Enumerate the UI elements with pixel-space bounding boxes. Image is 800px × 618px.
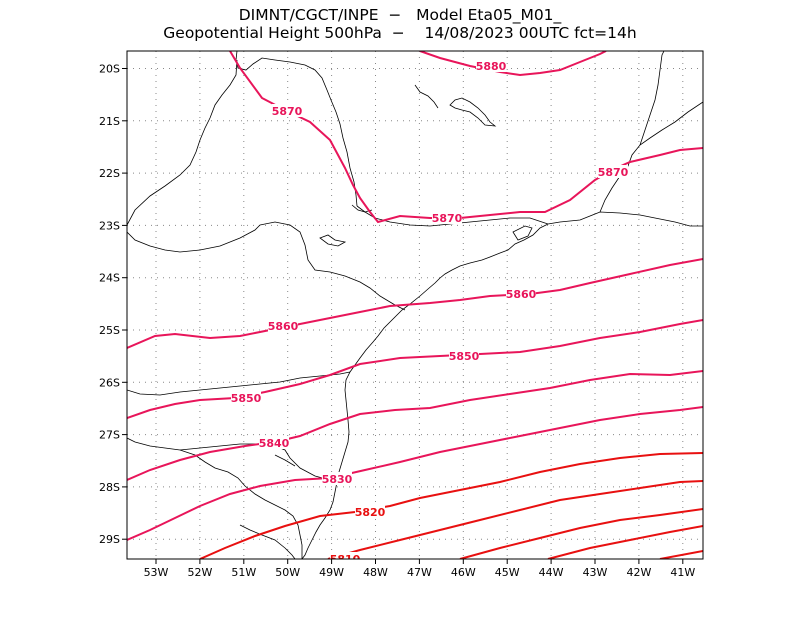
contour-label: 5840 [259, 437, 290, 450]
contour-label-bg [259, 436, 289, 449]
uy-border [239, 524, 296, 559]
contour-label-bg [231, 391, 261, 404]
lon-tick-label: 46W [451, 566, 476, 579]
mg-rj-border [599, 101, 703, 213]
contour-label: 5870 [598, 166, 629, 179]
title-line-1: DIMNT/CGCT/INPE − Model Eta05_M01_ [238, 6, 562, 24]
lat-tick-label: 23S [99, 219, 120, 232]
contour-line [327, 480, 703, 559]
reservoir-2 [449, 97, 497, 127]
mg-es-border [639, 51, 665, 146]
contour-label: 5820 [355, 506, 386, 519]
reservoir-4 [319, 234, 347, 247]
lagoon [274, 454, 296, 467]
contour-label: 5810 [330, 553, 361, 566]
contour-line [547, 525, 703, 559]
title-line-2: Geopotential Height 500hPa − 14/08/2023 … [163, 24, 637, 42]
contour-line [419, 51, 607, 77]
contour-line [459, 508, 703, 559]
contour-line [127, 258, 703, 349]
political-boundaries [127, 51, 703, 559]
lon-tick-label: 42W [626, 566, 651, 579]
pr-sc-border [127, 371, 351, 396]
lat-tick-label: 20S [99, 63, 120, 76]
lon-tick-label: 47W [407, 566, 432, 579]
lat-tick-label: 26S [99, 376, 120, 389]
contour-label-bg [322, 472, 352, 485]
contour-label: 5850 [231, 392, 262, 405]
py-pr-border [127, 224, 261, 253]
island [512, 225, 533, 241]
plot-frame [126, 50, 704, 560]
contour-label: 5850 [449, 350, 480, 363]
lat-tick-label: 25S [99, 324, 120, 337]
map-title: DIMNT/CGCT/INPE − Model Eta05_M01_ Geopo… [0, 6, 800, 42]
contour-line [127, 406, 703, 541]
sp-ms-river [127, 59, 238, 226]
contour-label-bg [355, 505, 385, 518]
pr-sp-border [259, 221, 406, 311]
axis-tick-labels: 53W 52W 51W 50W 49W 48W 47W 46W 45W 44W 43W 42W 41W 2… [99, 63, 695, 580]
lat-tick-label: 29S [99, 533, 120, 546]
contour-label: 5870 [272, 105, 303, 118]
lon-tick-label: 51W [231, 566, 256, 579]
lat-tick-label: 28S [99, 481, 120, 494]
mg-sp-border [235, 51, 358, 207]
axis-ticks [122, 68, 684, 564]
contour-labels: 5880 5870 5870 5870 5860 5860 5850 5850 5840 5830… [231, 59, 629, 566]
contour-label: 5830 [322, 473, 353, 486]
lon-tick-label: 48W [363, 566, 388, 579]
lat-tick-label: 21S [99, 115, 120, 128]
lon-tick-label: 45W [495, 566, 520, 579]
contour-label-bg [432, 211, 462, 224]
contour-label-bg [476, 59, 506, 72]
contour-label: 5860 [268, 320, 299, 333]
contour-label-bg [506, 287, 536, 300]
lat-tick-label: 24S [99, 272, 120, 285]
height-contours [127, 51, 703, 559]
contour-label-bg [330, 552, 360, 559]
contour-label: 5860 [506, 288, 537, 301]
reservoir-1 [414, 84, 439, 109]
lon-tick-label: 52W [187, 566, 212, 579]
contour-line [127, 319, 703, 419]
contour-label-bg [449, 349, 479, 362]
contour-line [127, 370, 703, 481]
lon-tick-label: 44W [539, 566, 564, 579]
contour-label-bg [268, 319, 298, 332]
lat-tick-label: 22S [99, 167, 120, 180]
contour-line [659, 550, 703, 559]
lon-tick-label: 50W [275, 566, 300, 579]
coastline [301, 211, 703, 559]
contour-label-bg [272, 104, 302, 117]
contour-label: 5870 [432, 212, 463, 225]
lat-tick-label: 27S [99, 429, 120, 442]
contour-label: 5880 [476, 60, 507, 73]
contour-line [199, 452, 703, 559]
contour-line [229, 51, 703, 224]
contour-label-bg [598, 165, 628, 178]
lon-tick-label: 49W [319, 566, 344, 579]
lon-tick-label: 41W [670, 566, 695, 579]
lon-tick-label: 53W [144, 566, 169, 579]
lon-tick-label: 43W [583, 566, 608, 579]
